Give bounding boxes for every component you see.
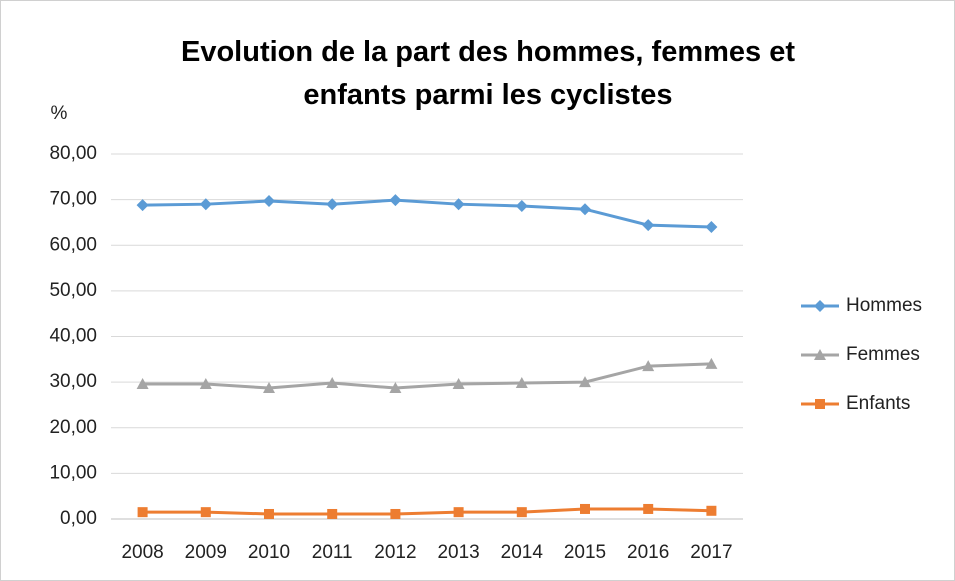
- marker: [390, 508, 401, 519]
- marker: [136, 377, 149, 389]
- y-tick-label: 20,00: [49, 417, 97, 438]
- y-tick-label: 30,00: [49, 371, 97, 392]
- chart-title: Evolution de la part des hommes, femmes …: [181, 36, 795, 111]
- x-tick-label: 2015: [564, 542, 606, 563]
- marker: [452, 198, 465, 211]
- x-tick-label: 2008: [121, 542, 163, 563]
- series-line: [142, 198, 712, 229]
- marker: [642, 360, 655, 372]
- marker: [389, 194, 402, 207]
- y-tick-label: 0,00: [60, 508, 97, 529]
- marker: [326, 377, 339, 389]
- marker: [136, 199, 149, 212]
- marker: [580, 503, 590, 514]
- marker: [579, 203, 591, 216]
- marker: [453, 507, 464, 518]
- marker: [705, 357, 718, 369]
- y-tick-label: 50,00: [49, 280, 97, 301]
- x-tick-label: 2009: [185, 542, 227, 563]
- marker: [200, 507, 211, 518]
- x-tick-label: 2016: [627, 542, 669, 563]
- y-tick-label: 60,00: [49, 234, 97, 255]
- marker: [642, 219, 655, 232]
- marker: [814, 349, 826, 360]
- marker: [814, 300, 826, 312]
- x-tick-label: 2011: [312, 542, 353, 563]
- marker: [815, 399, 825, 409]
- marker: [137, 507, 148, 518]
- x-tick-label: 2013: [437, 542, 479, 563]
- marker: [579, 376, 591, 388]
- marker: [264, 508, 274, 519]
- marker: [326, 198, 339, 211]
- legend-label: Hommes: [846, 295, 922, 316]
- series-line: [142, 507, 712, 516]
- marker: [705, 221, 718, 233]
- series-line: [142, 362, 712, 390]
- y-tick-label: 70,00: [49, 189, 97, 210]
- marker: [452, 377, 465, 389]
- marker: [706, 505, 717, 516]
- x-tick-label: 2012: [374, 542, 416, 563]
- y-tick-label: 40,00: [49, 326, 97, 347]
- y-axis-label: %: [51, 103, 68, 124]
- marker: [515, 377, 528, 389]
- marker: [643, 503, 654, 514]
- marker: [199, 377, 212, 389]
- y-tick-label: 80,00: [49, 143, 97, 164]
- marker: [263, 194, 275, 207]
- legend-label: Enfants: [846, 393, 910, 414]
- marker: [327, 508, 338, 519]
- x-tick-label: 2017: [690, 542, 732, 563]
- legend-label: Femmes: [846, 344, 920, 365]
- marker: [515, 200, 528, 213]
- marker: [516, 507, 527, 518]
- marker: [199, 198, 212, 211]
- marker: [389, 382, 402, 394]
- marker: [263, 382, 275, 394]
- y-tick-label: 10,00: [49, 462, 97, 483]
- x-tick-label: 2010: [248, 542, 290, 563]
- x-tick-label: 2014: [501, 542, 544, 563]
